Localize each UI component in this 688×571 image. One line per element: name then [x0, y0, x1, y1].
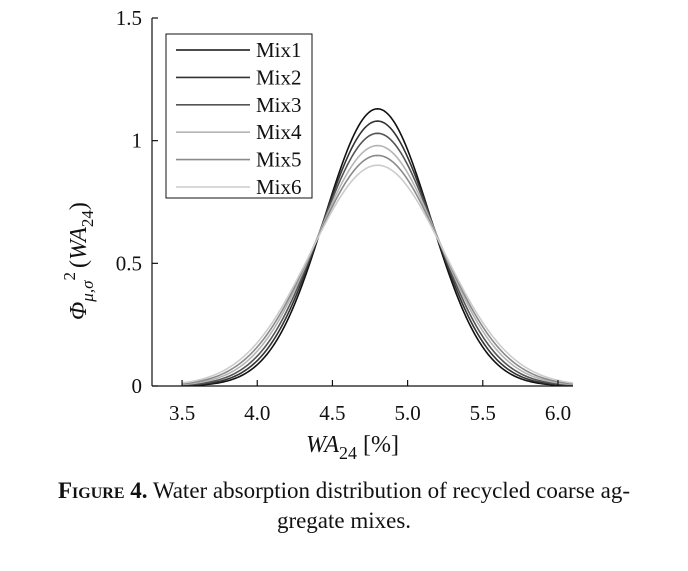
x-tick-label: 4.5	[319, 401, 345, 425]
y-tick-label: 1	[132, 129, 143, 153]
legend-label-mix2: Mix2	[256, 65, 302, 89]
legend-label-mix5: Mix5	[256, 148, 302, 172]
series-line-mix2	[182, 120, 574, 387]
legend-label-mix6: Mix6	[256, 175, 302, 199]
x-axis-title-unit: [%]	[363, 432, 399, 458]
y-tick-label: 0	[132, 374, 143, 398]
caption-text-1: Water absorption distribution of recycle…	[147, 478, 630, 503]
legend-label-mix4: Mix4	[256, 120, 302, 144]
caption-line-1: Figure 4. Water absorption distribution …	[0, 476, 688, 506]
x-tick-label: 3.5	[169, 401, 195, 425]
y-axis-title: Φμ,σ2(WA24)	[60, 202, 97, 320]
legend-box	[165, 33, 313, 199]
x-ticks: 3.5 4.0 4.5 5.0 5.5 6.0	[169, 380, 571, 425]
series-line-mix5	[181, 154, 574, 385]
series-line-mix4	[182, 144, 574, 386]
series-line-mix6	[181, 164, 574, 384]
x-tick-label: 6.0	[545, 401, 571, 425]
figure-caption: Figure 4. Water absorption distribution …	[0, 476, 688, 536]
caption-figure-label: Figure 4.	[58, 478, 148, 503]
axes	[151, 18, 573, 387]
caption-line-2: gregate mixes.	[276, 508, 412, 533]
y-tick-label: 0.5	[116, 251, 142, 275]
y-axis-title-subscript: μ,σ	[78, 280, 97, 303]
x-tick-label: 5.5	[470, 401, 496, 425]
legend: Mix1 Mix2 Mix3 Mix4 Mix5 Mix6	[165, 33, 313, 199]
y-ticks: 0 0.5 1 1.5	[116, 6, 158, 398]
y-tick-label: 1.5	[116, 6, 142, 30]
series-lines	[181, 107, 574, 387]
x-tick-label: 4.0	[244, 401, 270, 425]
legend-label-mix3: Mix3	[256, 93, 302, 117]
x-tick-label: 5.0	[394, 401, 420, 425]
y-axis-title-superscript: 2	[60, 272, 79, 281]
x-axis-title: WA24 [%]	[306, 432, 399, 463]
x-axis-title-subscript: 24	[339, 443, 357, 463]
series-line-mix3	[182, 132, 574, 386]
legend-label-mix1: Mix1	[256, 38, 302, 62]
series-line-mix1	[182, 107, 574, 387]
